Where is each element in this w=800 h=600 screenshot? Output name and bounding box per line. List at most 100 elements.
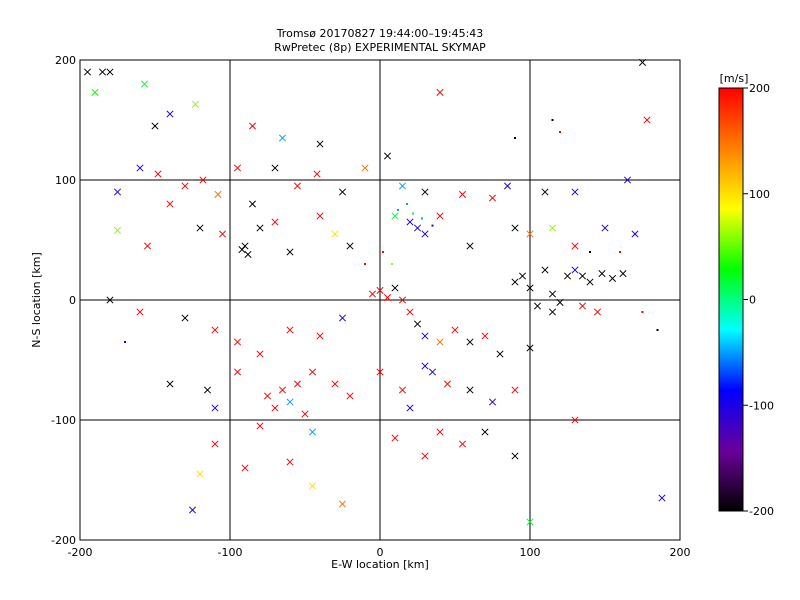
data-point-x-stroke <box>398 182 407 190</box>
data-point-x-stroke <box>406 308 414 316</box>
data-point-x <box>383 294 392 302</box>
data-point-x-stroke <box>143 242 152 250</box>
data-point-x-stroke <box>548 308 557 316</box>
data-point-x <box>256 422 264 430</box>
data-point-x-stroke <box>398 296 407 304</box>
data-point-x-stroke <box>256 224 264 232</box>
data-point-x-stroke <box>316 140 324 148</box>
data-point-x <box>511 278 519 286</box>
data-point-x-stroke <box>488 398 497 406</box>
data-point-dot <box>589 251 591 253</box>
data-point-dot <box>124 341 126 343</box>
data-point-x-stroke <box>571 266 579 274</box>
data-point-x <box>533 302 542 310</box>
data-point-x <box>271 218 279 226</box>
data-point-x-stroke <box>608 274 617 282</box>
data-point-x <box>413 224 422 232</box>
data-point-x <box>488 398 497 406</box>
data-point-x-stroke <box>346 392 354 400</box>
data-point-x-stroke <box>526 518 534 526</box>
data-point-x-stroke <box>233 368 242 376</box>
data-point-x-stroke <box>338 188 347 196</box>
data-point-x-stroke <box>511 452 519 460</box>
data-point-x <box>598 270 606 278</box>
data-point-x-stroke <box>331 230 339 238</box>
data-point-x <box>278 134 287 142</box>
data-point-x <box>196 470 204 478</box>
data-point-x-stroke <box>503 182 512 190</box>
data-point-x-stroke <box>241 464 249 472</box>
data-point-x <box>338 188 347 196</box>
data-point-x <box>631 230 639 238</box>
data-point-x-stroke <box>154 170 162 178</box>
data-point-x-stroke <box>263 392 272 400</box>
data-point-x <box>488 194 497 202</box>
data-point-x <box>398 386 407 394</box>
data-point-x <box>481 332 489 340</box>
data-point-x-stroke <box>526 230 534 238</box>
data-point-x <box>451 326 459 334</box>
data-point-x <box>191 100 200 108</box>
data-point-x-stroke <box>643 116 651 124</box>
data-point-x-stroke <box>623 176 632 184</box>
data-point-x <box>308 482 317 490</box>
data-point-x-stroke <box>98 68 107 76</box>
data-point-x <box>458 190 467 198</box>
data-point-x-stroke <box>391 284 399 292</box>
data-point-x <box>91 88 99 96</box>
data-point-dot <box>364 263 366 265</box>
data-point-x-stroke <box>443 380 452 388</box>
data-point-x-stroke <box>248 200 257 208</box>
data-point-x <box>526 284 534 292</box>
data-point-x-stroke <box>211 440 219 448</box>
data-point-dot <box>641 311 644 313</box>
data-point-x-stroke <box>308 368 317 376</box>
data-point-x-stroke <box>658 494 666 502</box>
data-point-x <box>619 270 627 278</box>
data-point-x <box>421 188 429 196</box>
data-point-x <box>658 494 666 502</box>
y-tick-label: -200 <box>51 534 76 547</box>
data-point-x <box>368 290 377 298</box>
data-point-x <box>278 386 287 394</box>
data-point-x-stroke <box>196 470 204 478</box>
data-point-x <box>563 272 572 280</box>
data-point-x-stroke <box>383 152 392 160</box>
data-point-x <box>313 170 321 178</box>
colorbar-tick-label: -200 <box>749 505 774 518</box>
data-point-x-stroke <box>166 200 174 208</box>
data-point-x <box>346 392 354 400</box>
data-point-x-stroke <box>271 218 279 226</box>
data-point-x <box>286 398 294 406</box>
data-point-x-stroke <box>301 410 309 418</box>
data-point-x <box>113 188 122 196</box>
data-point-dot <box>406 203 408 205</box>
data-point-x <box>331 230 339 238</box>
colorbar-tick-label: 0 <box>749 294 756 307</box>
data-point-x <box>140 80 149 88</box>
data-point-x-stroke <box>331 380 339 388</box>
data-point-x <box>511 386 519 394</box>
colorbar-gradient <box>718 87 744 512</box>
data-point-x-stroke <box>421 452 429 460</box>
x-tick-label: 0 <box>377 546 384 559</box>
data-point-dot <box>431 224 434 227</box>
data-point-x <box>413 320 422 328</box>
data-point-x-stroke <box>376 368 384 376</box>
data-point-x <box>571 416 579 424</box>
data-point-x-stroke <box>286 458 294 466</box>
data-point-x-stroke <box>496 350 504 358</box>
data-point-x-stroke <box>458 440 467 448</box>
data-point-x-stroke <box>548 224 557 232</box>
data-point-x <box>541 266 549 274</box>
data-point-x-stroke <box>436 428 444 436</box>
data-point-x-stroke <box>619 270 627 278</box>
data-point-x <box>391 434 399 442</box>
data-point-x-stroke <box>256 422 264 430</box>
data-point-x <box>436 88 444 96</box>
data-point-x <box>248 200 257 208</box>
data-point-x <box>526 344 534 352</box>
data-point-x-stroke <box>398 386 407 394</box>
data-point-x-stroke <box>518 272 527 280</box>
